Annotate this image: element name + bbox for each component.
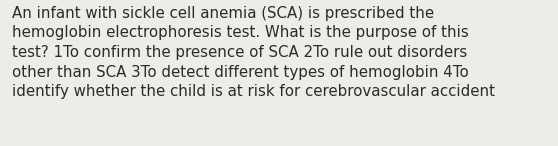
Text: An infant with sickle cell anemia (SCA) is prescribed the
hemoglobin electrophor: An infant with sickle cell anemia (SCA) … <box>12 6 496 99</box>
